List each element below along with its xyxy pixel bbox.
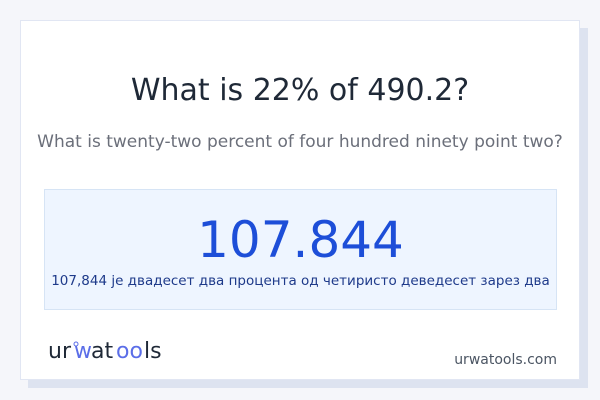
result-words: 107,844 је двадесет два процента од чети… — [51, 273, 550, 289]
urwatools-logo: ur w at oo ls — [48, 339, 162, 363]
result-value: 107.844 — [197, 211, 404, 269]
svg-text:w: w — [74, 339, 92, 363]
svg-text:ur: ur — [48, 339, 72, 363]
svg-text:at: at — [91, 339, 113, 363]
result-card: What is 22% of 490.2? What is twenty-two… — [20, 20, 580, 380]
result-box: 107.844 107,844 је двадесет два процента… — [44, 189, 557, 310]
svg-text:ls: ls — [144, 339, 162, 363]
page-subtitle: What is twenty-two percent of four hundr… — [37, 132, 563, 152]
page-title: What is 22% of 490.2? — [130, 73, 470, 108]
site-url[interactable]: urwatools.com — [454, 352, 557, 368]
svg-text:oo: oo — [116, 339, 143, 363]
